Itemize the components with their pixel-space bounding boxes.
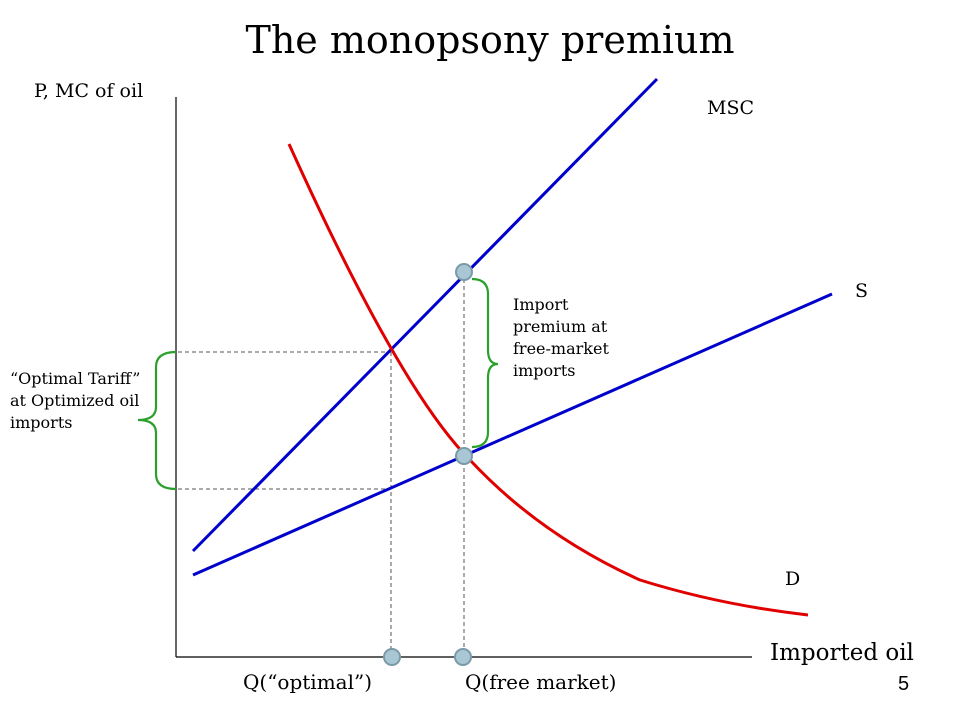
import-premium-annotation: Import premium at free-market imports	[513, 295, 609, 380]
optimal-tariff-annotation: “Optimal Tariff” at Optimized oil import…	[10, 369, 141, 432]
q-free-market-label: Q(free market)	[465, 670, 617, 694]
y-axis-label: P, MC of oil	[34, 80, 144, 102]
msc-free-market-point	[455, 263, 473, 281]
x-axis-label: Imported oil	[770, 640, 914, 666]
msc-label: MSC	[707, 97, 755, 119]
optimal-tariff-brace	[137, 350, 177, 491]
supply-label: S	[855, 280, 869, 302]
q-optimal-label: Q(“optimal”)	[243, 670, 373, 694]
demand-label: D	[785, 568, 801, 590]
q-free-market-point	[454, 648, 472, 666]
page-title: The monopsony premium	[245, 18, 735, 62]
import-premium-brace	[471, 277, 499, 449]
slide-number: 5	[898, 673, 910, 695]
equilibrium-point	[455, 447, 473, 465]
supply-curve	[192, 292, 833, 577]
msc-curve	[191, 77, 659, 553]
q-optimal-point	[383, 648, 401, 666]
demand-curve	[287, 143, 809, 617]
